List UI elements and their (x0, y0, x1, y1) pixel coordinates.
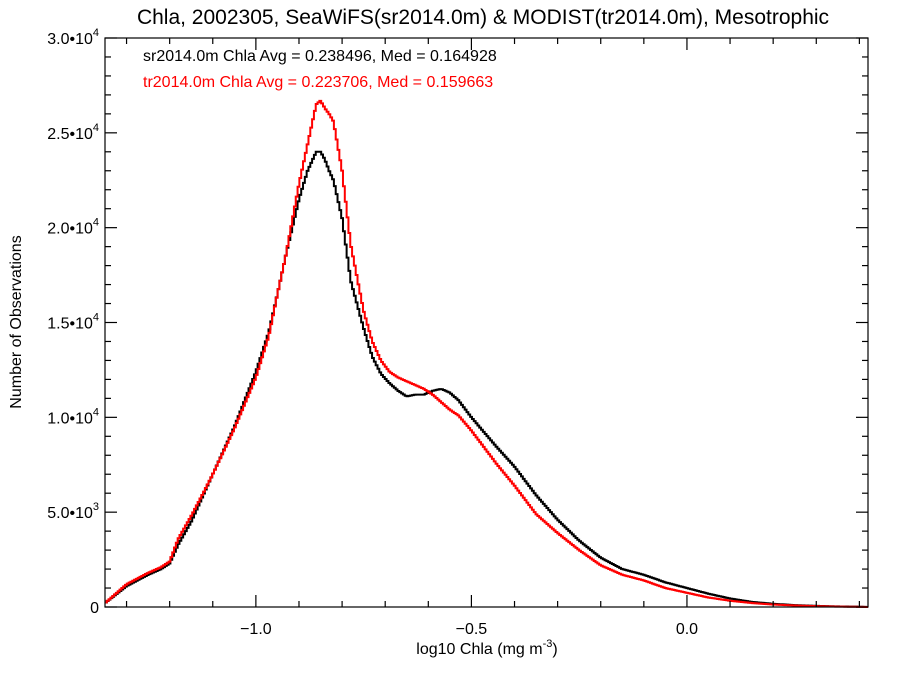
y-tick-mantissa: 1.5•10 (47, 316, 93, 333)
x-tick-label: −0.5 (456, 621, 488, 638)
y-tick-mantissa: 5.0•10 (47, 505, 93, 522)
y-tick-label: 0 (90, 600, 99, 617)
y-tick-label: 5.0•103 (47, 501, 99, 522)
x-axis-ticks: −1.0 −0.5 0.0 (125, 38, 860, 638)
y-tick-label: 2.0•104 (47, 217, 99, 238)
y-tick-label: 2.5•104 (47, 122, 99, 143)
y-tick-exponent: 4 (93, 312, 99, 324)
plot-frame (104, 37, 869, 608)
y-tick-label: 1.0•104 (47, 406, 99, 427)
y-tick-label: 3.0•104 (47, 27, 99, 48)
y-tick-mantissa: 2.0•10 (47, 221, 93, 238)
series-layer (105, 99, 868, 608)
y-axis-label: Number of Observations (8, 235, 25, 408)
x-axis-label-superscript: -3 (543, 638, 553, 650)
x-tick-label: 0.0 (676, 621, 698, 638)
y-tick-exponent: 4 (93, 27, 99, 39)
y-tick-mantissa: 0 (90, 600, 99, 617)
y-axis-ticks: 05.0•1031.0•1041.5•1042.0•1042.5•1043.0•… (47, 27, 868, 617)
annotation-1: sr2014.0m Chla Avg = 0.238496, Med = 0.1… (143, 48, 497, 65)
annotation-2: tr2014.0m Chla Avg = 0.223706, Med = 0.1… (143, 74, 493, 91)
x-axis-label-end: ) (552, 641, 557, 658)
chart-title: Chla, 2002305, SeaWiFS(sr2014.0m) & MODI… (137, 6, 829, 29)
x-axis-label-main: log10 Chla (mg m (416, 641, 542, 658)
y-tick-mantissa: 2.5•10 (47, 126, 93, 143)
y-tick-mantissa: 1.0•10 (47, 410, 93, 427)
y-tick-exponent: 4 (93, 406, 99, 418)
y-tick-mantissa: 3.0•10 (47, 31, 93, 48)
y-tick-exponent: 4 (93, 217, 99, 229)
x-tick-label: −1.0 (240, 621, 272, 638)
x-axis-label: log10 Chla (mg m-3) (416, 638, 557, 658)
y-tick-label: 1.5•104 (47, 312, 99, 333)
annotations: sr2014.0m Chla Avg = 0.238496, Med = 0.1… (143, 48, 497, 91)
series-line-1 (105, 150, 868, 608)
y-tick-exponent: 3 (93, 501, 99, 513)
y-tick-exponent: 4 (93, 122, 99, 134)
series-line-2 (105, 99, 868, 608)
